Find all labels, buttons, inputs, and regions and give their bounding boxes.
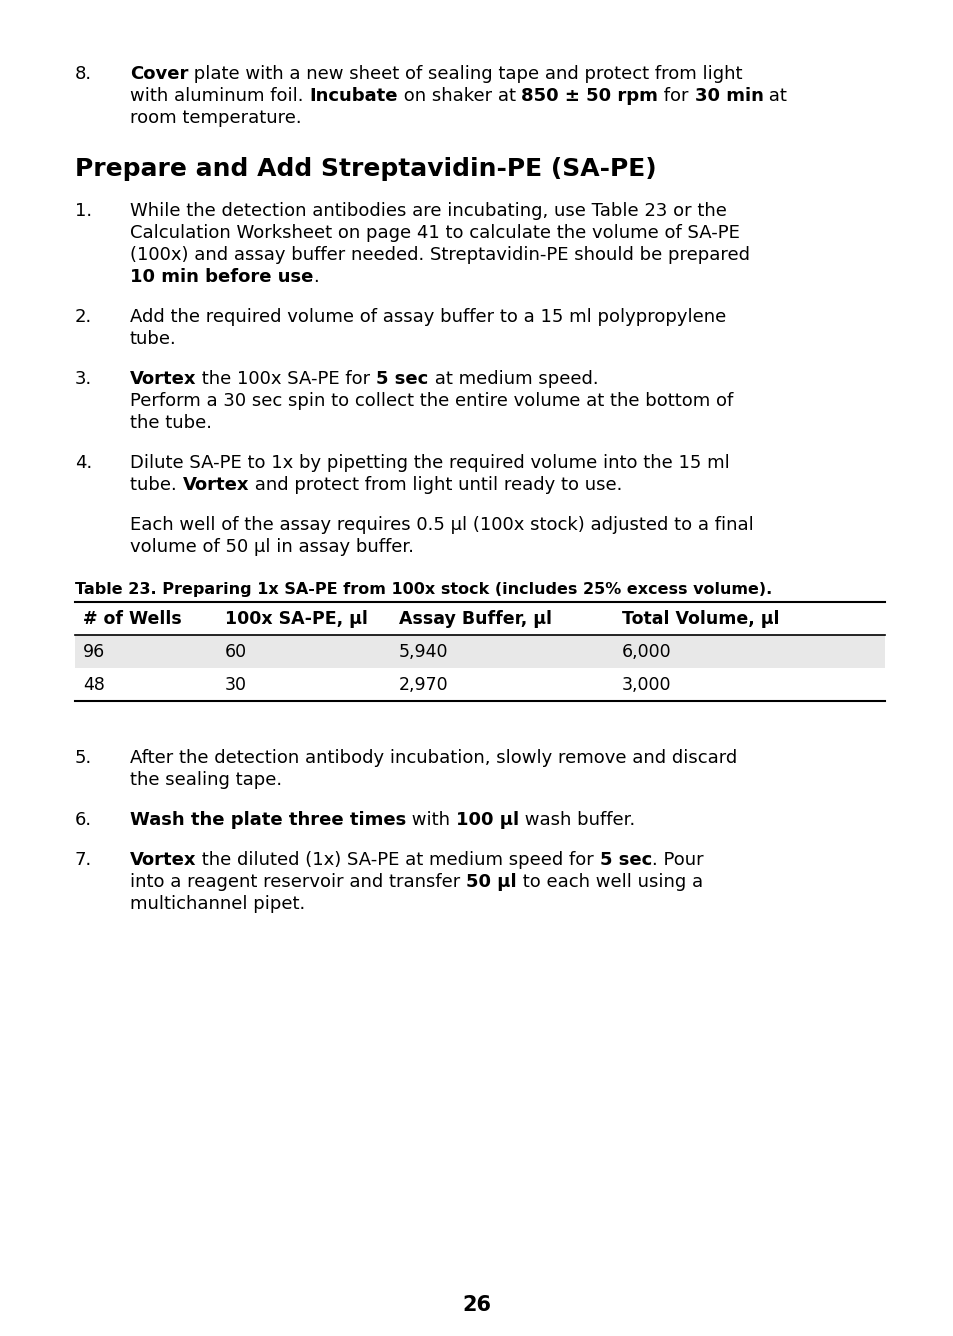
Text: # of Wells: # of Wells: [83, 611, 182, 628]
Text: the diluted (1x) SA-PE at medium speed for: the diluted (1x) SA-PE at medium speed f…: [196, 851, 599, 868]
Text: the 100x SA-PE for: the 100x SA-PE for: [196, 370, 376, 387]
Text: Perform a 30 sec spin to collect the entire volume at the bottom of: Perform a 30 sec spin to collect the ent…: [130, 391, 733, 410]
Text: Prepare and Add Streptavidin-PE (SA-PE): Prepare and Add Streptavidin-PE (SA-PE): [75, 158, 656, 180]
Text: volume of 50 μl in assay buffer.: volume of 50 μl in assay buffer.: [130, 538, 414, 556]
Text: Add the required volume of assay buffer to a 15 ml polypropylene: Add the required volume of assay buffer …: [130, 309, 725, 326]
Text: for: for: [658, 87, 694, 106]
Text: While the detection antibodies are incubating, use Table 23 or the: While the detection antibodies are incub…: [130, 202, 726, 220]
Text: 5 sec: 5 sec: [376, 370, 428, 387]
Text: to each well using a: to each well using a: [517, 872, 702, 891]
Text: Cover: Cover: [130, 65, 188, 83]
Text: 3.: 3.: [75, 370, 92, 387]
Text: 5 sec: 5 sec: [599, 851, 652, 868]
Text: room temperature.: room temperature.: [130, 110, 301, 127]
Text: Vortex: Vortex: [130, 851, 196, 868]
Text: 10 min before use: 10 min before use: [130, 269, 313, 286]
Text: Calculation Worksheet on page 41 to calculate the volume of SA-PE: Calculation Worksheet on page 41 to calc…: [130, 224, 740, 242]
Text: with aluminum foil.: with aluminum foil.: [130, 87, 309, 106]
Text: 96: 96: [83, 643, 105, 661]
Text: .: .: [313, 269, 319, 286]
Text: 8.: 8.: [75, 65, 92, 83]
Text: wash buffer.: wash buffer.: [518, 811, 635, 830]
Text: 100 μl: 100 μl: [456, 811, 518, 830]
Text: 60: 60: [225, 643, 247, 661]
Text: 26: 26: [462, 1295, 491, 1315]
Text: the tube.: the tube.: [130, 414, 212, 432]
Text: plate with a new sheet of sealing tape and protect from light: plate with a new sheet of sealing tape a…: [188, 65, 742, 83]
Text: 3,000: 3,000: [621, 676, 671, 693]
Text: (100x) and assay buffer needed. Streptavidin-PE should be prepared: (100x) and assay buffer needed. Streptav…: [130, 246, 749, 265]
Text: 4.: 4.: [75, 454, 92, 472]
Text: 50 μl: 50 μl: [465, 872, 517, 891]
Bar: [75, 635, 884, 668]
Text: Assay Buffer, μl: Assay Buffer, μl: [398, 611, 552, 628]
Text: Vortex: Vortex: [182, 476, 249, 494]
Text: . Pour: . Pour: [652, 851, 703, 868]
Text: Incubate: Incubate: [309, 87, 397, 106]
Text: Wash the plate three times: Wash the plate three times: [130, 811, 406, 830]
Text: 5,940: 5,940: [398, 643, 448, 661]
Text: Total Volume, μl: Total Volume, μl: [621, 611, 779, 628]
Text: Vortex: Vortex: [130, 370, 196, 387]
Text: 2.: 2.: [75, 309, 92, 326]
Text: 30 min: 30 min: [694, 87, 762, 106]
Text: on shaker at: on shaker at: [397, 87, 521, 106]
Text: multichannel pipet.: multichannel pipet.: [130, 895, 305, 912]
Text: 7.: 7.: [75, 851, 92, 868]
Bar: [75, 668, 884, 701]
Text: 100x SA-PE, μl: 100x SA-PE, μl: [225, 611, 367, 628]
Text: tube.: tube.: [130, 476, 182, 494]
Text: 30: 30: [225, 676, 247, 693]
Text: at medium speed.: at medium speed.: [428, 370, 598, 387]
Text: 2,970: 2,970: [398, 676, 448, 693]
Text: 6,000: 6,000: [621, 643, 671, 661]
Text: After the detection antibody incubation, slowly remove and discard: After the detection antibody incubation,…: [130, 749, 737, 767]
Text: 6.: 6.: [75, 811, 92, 830]
Text: the sealing tape.: the sealing tape.: [130, 771, 282, 790]
Text: 850 ± 50 rpm: 850 ± 50 rpm: [521, 87, 658, 106]
Text: at: at: [762, 87, 786, 106]
Text: 5.: 5.: [75, 749, 92, 767]
Text: 48: 48: [83, 676, 105, 693]
Text: into a reagent reservoir and transfer: into a reagent reservoir and transfer: [130, 872, 465, 891]
Text: Table 23. Preparing 1x SA-PE from 100x stock (includes 25% excess volume).: Table 23. Preparing 1x SA-PE from 100x s…: [75, 582, 771, 597]
Text: with: with: [406, 811, 456, 830]
Text: and protect from light until ready to use.: and protect from light until ready to us…: [249, 476, 621, 494]
Text: tube.: tube.: [130, 330, 176, 347]
Text: Each well of the assay requires 0.5 μl (100x stock) adjusted to a final: Each well of the assay requires 0.5 μl (…: [130, 516, 753, 534]
Text: 1.: 1.: [75, 202, 92, 220]
Text: Dilute SA-PE to 1x by pipetting the required volume into the 15 ml: Dilute SA-PE to 1x by pipetting the requ…: [130, 454, 729, 472]
